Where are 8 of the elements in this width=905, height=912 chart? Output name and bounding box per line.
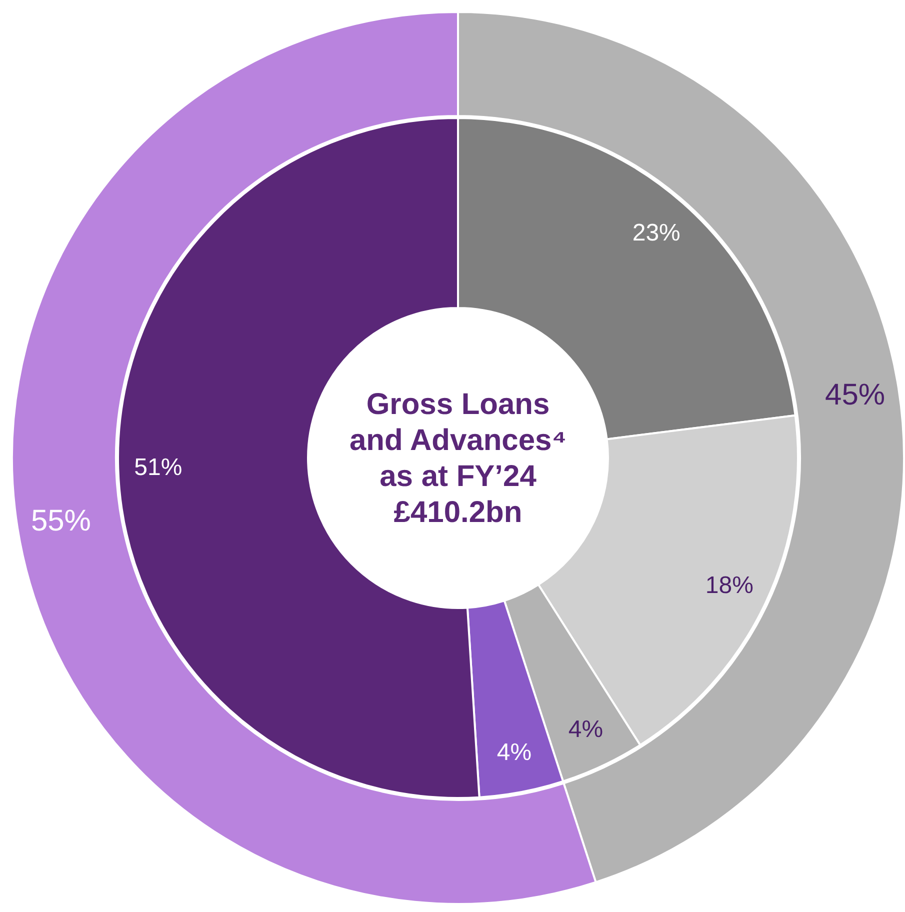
- data-label: 45%: [825, 378, 886, 412]
- data-label: 4%: [568, 716, 604, 743]
- data-label: 4%: [496, 739, 532, 766]
- data-label: 23%: [632, 219, 680, 246]
- data-label: 18%: [705, 572, 754, 600]
- data-label: 55%: [30, 504, 91, 538]
- text: Gross Loans and Advances⁴ as at FY’24 £410.2bn: [349, 388, 567, 529]
- data-label: 51%: [134, 454, 182, 481]
